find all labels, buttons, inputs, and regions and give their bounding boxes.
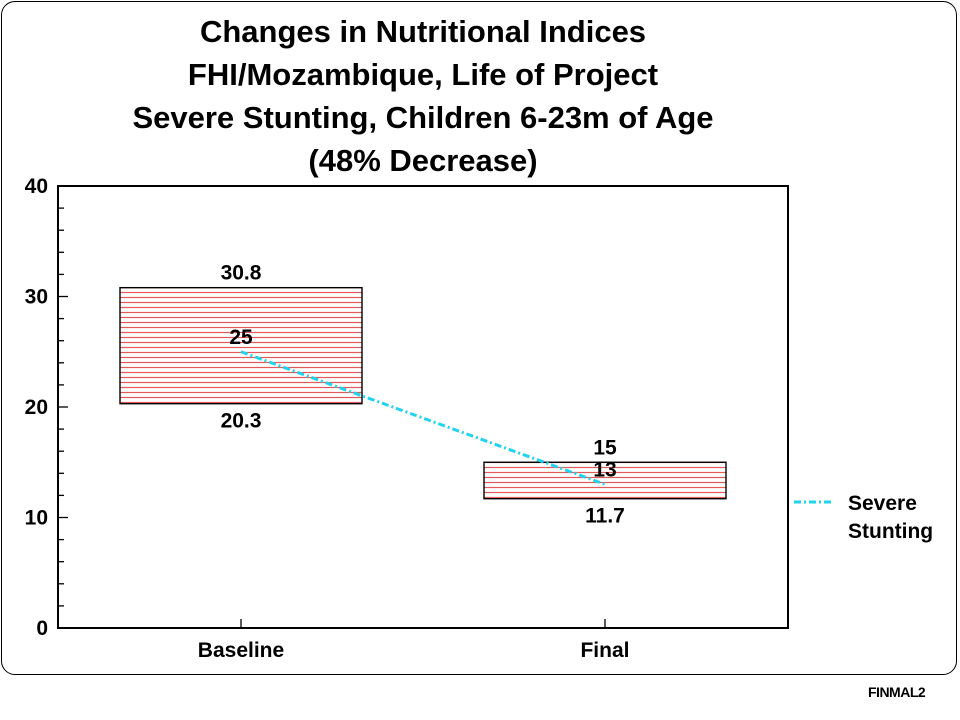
series-point-label: 13 (593, 458, 616, 481)
y-tick-label: 40 (25, 175, 48, 198)
box-low-label: 20.3 (221, 410, 262, 433)
box-high-label: 30.8 (221, 262, 262, 285)
range-box-baseline (119, 286, 363, 405)
series-line-severe-stunting (240, 350, 606, 486)
series-point-label: 25 (229, 326, 253, 349)
box-low-label: 11.7 (585, 505, 625, 528)
title-line-4: (48% Decrease) (308, 143, 538, 178)
legend-label: Severe (848, 492, 917, 515)
range-box-final (483, 461, 727, 500)
y-tick-label: 20 (25, 396, 48, 419)
plot-area-frame (57, 185, 789, 629)
y-tick-label: 30 (25, 286, 48, 309)
x-tick-label: Baseline (198, 639, 284, 662)
title-line-2: FHI/Mozambique, Life of Project (187, 57, 659, 92)
y-tick-label: 0 (36, 617, 48, 640)
legend-label: Stunting (848, 520, 933, 543)
x-tick-label: Final (580, 639, 629, 662)
slide-frame (1, 1, 957, 675)
slide-code: FINMAL2 (868, 684, 926, 700)
y-tick-label: 10 (25, 507, 48, 530)
box-high-label: 15 (593, 436, 617, 459)
chart-title: Changes in Nutritional Indices FHI/Mozam… (0, 10, 846, 182)
title-line-3: Severe Stunting, Children 6-23m of Age (132, 100, 714, 135)
title-line-1: Changes in Nutritional Indices (199, 14, 647, 49)
